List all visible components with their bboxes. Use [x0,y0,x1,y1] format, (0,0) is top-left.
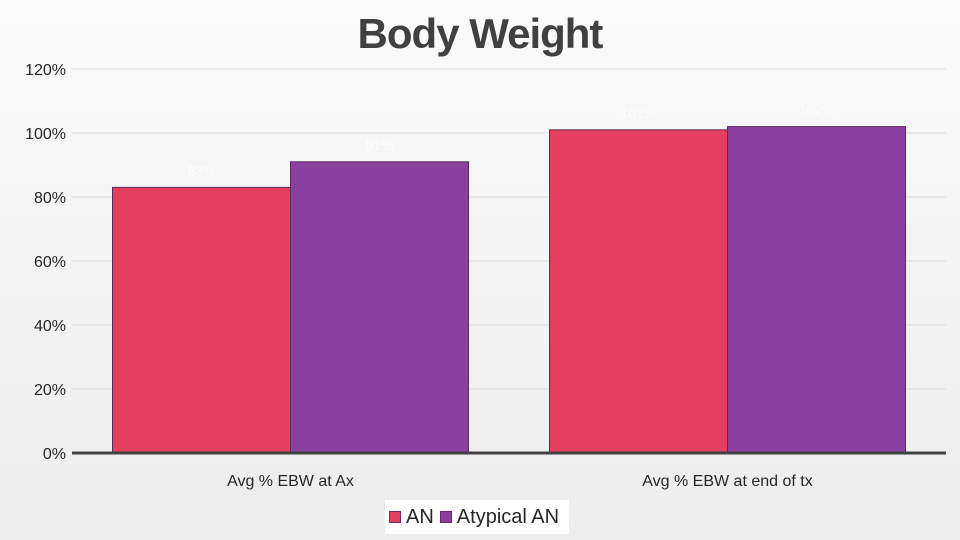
y-tick-label: 80% [34,190,66,207]
legend-label-atypical-an: Atypical AN [456,505,560,528]
category-label: Avg % EBW at Ax [227,473,354,490]
legend: AN Atypical AN [385,500,570,534]
legend-item-an: AN [389,506,434,529]
legend-swatch-an [389,511,401,523]
category-label: Avg % EBW at end of tx [642,473,812,490]
y-tick-label: 120% [25,62,66,79]
y-tick-label: 100% [25,126,66,143]
category-labels: Avg % EBW at Ax Avg % EBW at end of tx [227,473,813,490]
y-axis-ticks: 0% 20% 40% 60% 80% 100% 120% [25,62,66,463]
legend-item-atypical-an: Atypical AN [439,505,560,529]
data-label: 91% [365,137,393,153]
chart-title: Body Weight [357,10,604,57]
bar-atypical-an [727,126,906,454]
legend-label-an: AN [406,505,434,528]
data-label: 102% [799,102,835,118]
data-label: 101% [621,105,657,121]
data-label: 83% [187,162,215,178]
y-tick-label: 0% [43,446,66,463]
y-tick-label: 20% [34,382,66,399]
y-tick-label: 60% [34,254,66,271]
bar-an [549,129,728,454]
bars [112,126,906,454]
legend-swatch-atypical-an [439,511,452,523]
bar-atypical-an [290,161,469,454]
y-tick-label: 40% [34,318,66,335]
bar-an [112,186,291,454]
data-labels: 83% 91% 101% 102% [187,102,834,179]
